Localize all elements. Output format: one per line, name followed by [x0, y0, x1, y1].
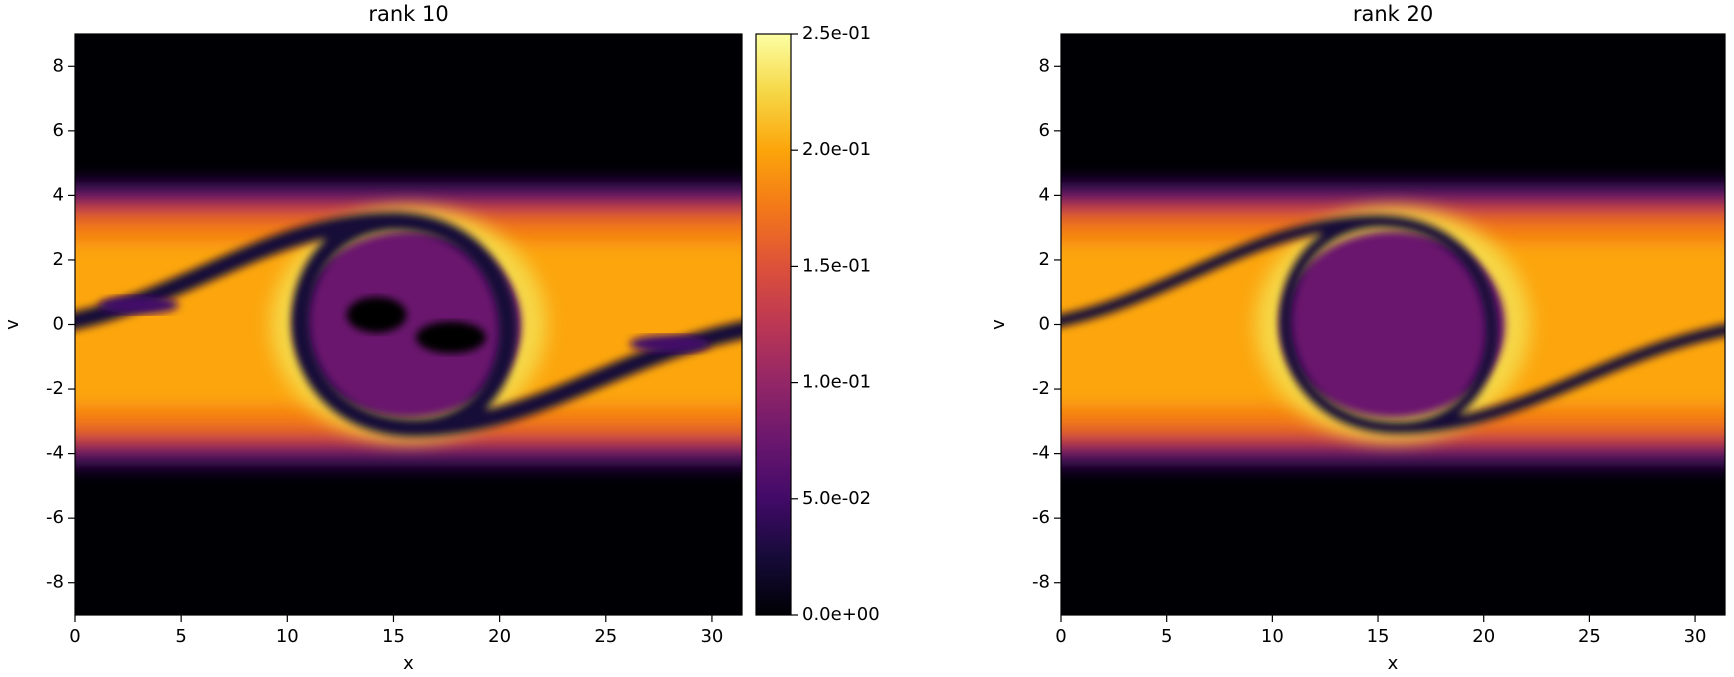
colorbar-tick-label: 1.5e-01: [802, 255, 871, 276]
y-tick-label: -2: [1032, 378, 1050, 399]
x-tick-label: 25: [594, 626, 617, 647]
y-tick-label: 0: [53, 314, 64, 335]
chart-title: rank 10: [368, 2, 448, 26]
x-tick-label: 20: [488, 626, 511, 647]
separatrix: [1061, 215, 1725, 434]
colorbar-tick-label: 0.0e+00: [802, 604, 880, 625]
x-tick-label: 10: [1261, 626, 1284, 647]
y-tick-label: -4: [1032, 443, 1050, 464]
x-tick-label: 10: [276, 626, 299, 647]
y-axis-label: v: [2, 319, 23, 330]
chart-title: rank 20: [1353, 2, 1433, 26]
dark-streak: [629, 334, 710, 353]
y-tick-label: 6: [53, 120, 64, 141]
dark-core: [415, 321, 486, 354]
y-tick-label: 2: [1039, 249, 1050, 270]
x-tick-label: 0: [1055, 626, 1066, 647]
x-tick-label: 5: [175, 626, 186, 647]
x-axis-label: x: [403, 653, 414, 674]
heatmap: [1061, 34, 1725, 615]
y-tick-label: -8: [46, 572, 64, 593]
x-tick-label: 15: [382, 626, 405, 647]
y-axis-label: v: [988, 319, 1009, 330]
y-tick-label: -2: [46, 378, 64, 399]
y-tick-label: 8: [1039, 55, 1050, 76]
y-tick-label: 8: [53, 55, 64, 76]
y-tick-label: 4: [53, 184, 64, 205]
separatrix: [75, 212, 742, 437]
y-tick-label: -8: [1032, 572, 1050, 593]
x-axis-label: x: [1388, 653, 1399, 674]
vortex-eye: [295, 230, 522, 419]
x-tick-label: 20: [1472, 626, 1495, 647]
y-tick-label: -4: [46, 443, 64, 464]
y-tick-label: 2: [53, 249, 64, 270]
x-tick-label: 5: [1161, 626, 1172, 647]
x-tick-label: 0: [69, 626, 80, 647]
heatmap: [75, 34, 742, 615]
x-tick-label: 30: [700, 626, 723, 647]
x-tick-label: 30: [1684, 626, 1707, 647]
colorbar: [755, 33, 792, 616]
dark-core: [346, 296, 407, 333]
colorbar-tick-label: 5.0e-02: [802, 488, 871, 509]
colorbar-tick-label: 1.0e-01: [802, 372, 871, 393]
y-tick-label: -6: [1032, 507, 1050, 528]
colorbar-tick-label: 2.0e-01: [802, 139, 871, 160]
x-tick-label: 15: [1367, 626, 1390, 647]
y-tick-label: 4: [1039, 184, 1050, 205]
y-tick-label: -6: [46, 507, 64, 528]
y-tick-label: 6: [1039, 120, 1050, 141]
dark-streak: [98, 296, 179, 315]
colorbar-tick-label: 2.5e-01: [802, 23, 871, 44]
y-tick-label: 0: [1039, 314, 1050, 335]
vortex-eye: [1280, 230, 1506, 419]
x-tick-label: 25: [1578, 626, 1601, 647]
